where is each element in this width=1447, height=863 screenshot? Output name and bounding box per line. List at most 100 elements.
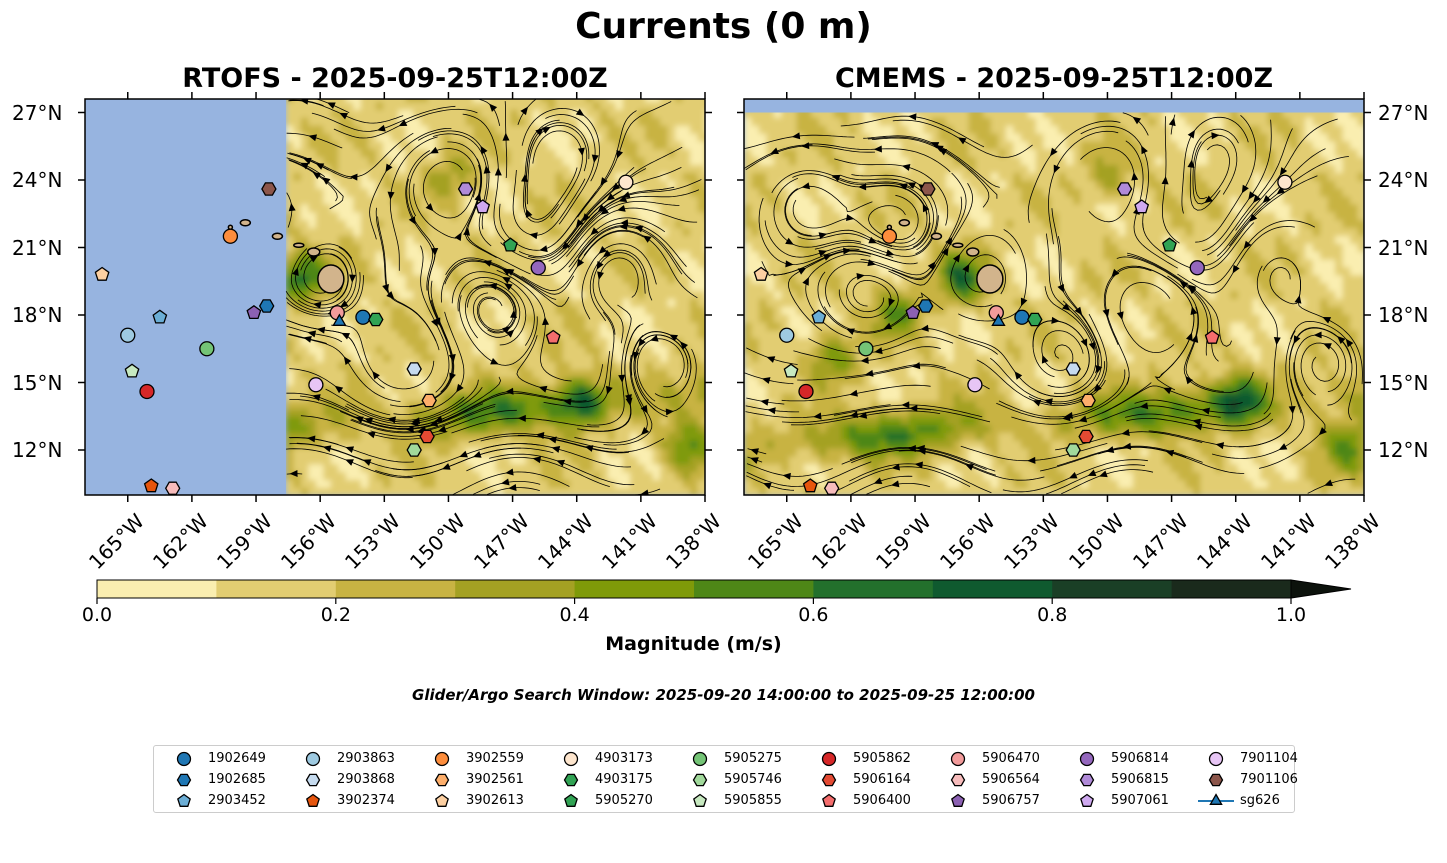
platform-marker-5905270 — [1162, 237, 1177, 252]
platform-marker-7901104 — [967, 377, 983, 393]
legend-label: 5905862 — [853, 751, 911, 766]
legend-item-5905270: 5905270 — [551, 791, 676, 811]
map-panel-cmems[interactable] — [737, 92, 1371, 502]
platform-marker-5906400 — [545, 329, 561, 344]
legend-item-7901106: 7901106 — [1196, 770, 1321, 790]
lat-label-right: 15°N — [1378, 370, 1429, 395]
lat-label-right: 18°N — [1378, 303, 1429, 327]
legend-item-5905855: 5905855 — [680, 791, 805, 811]
platform-marker-4903175 — [1027, 312, 1043, 327]
platform-marker-3902374 — [802, 478, 818, 493]
platform-marker-5906815 — [1116, 182, 1133, 196]
legend-label: sg626 — [1240, 793, 1280, 808]
lat-label-right: 21°N — [1378, 235, 1429, 260]
platform-marker-7901106 — [261, 182, 277, 196]
legend-label: 3902613 — [466, 793, 524, 808]
legend-item-3902561: 3902561 — [422, 770, 547, 790]
legend-item-2903868: 2903868 — [293, 770, 418, 790]
legend-label: 7901104 — [1240, 751, 1298, 766]
colorbar-tick-label: 0.6 — [798, 604, 829, 626]
legend-item-1902685: 1902685 — [164, 770, 289, 790]
platform-marker-1902685 — [917, 299, 934, 313]
legend-item-5906564: 5906564 — [938, 770, 1063, 790]
platform-marker-5905855 — [783, 363, 799, 378]
legend-label: 5906564 — [982, 772, 1040, 787]
legend-label: 5907061 — [1111, 793, 1169, 808]
legend-item-5906815: 5906815 — [1067, 770, 1192, 790]
platform-marker-5906757 — [246, 305, 262, 320]
legend-label: 3902374 — [337, 793, 395, 808]
platform-marker-2903452 — [152, 309, 168, 324]
platform-marker-1902649 — [1014, 309, 1030, 325]
lat-label-right: 24°N — [1378, 168, 1429, 192]
search-window-text: Glider/Argo Search Window: 2025-09-20 14… — [412, 686, 1035, 704]
legend-label: 5905275 — [724, 751, 782, 766]
legend-item-5907061: 5907061 — [1067, 791, 1192, 811]
platform-marker-2903863 — [120, 327, 136, 343]
platform-marker-2903863 — [779, 327, 795, 343]
colorbar — [96, 579, 1352, 604]
map-panel-rtofs[interactable] — [78, 92, 713, 502]
legend-item-2903452: 2903452 — [164, 791, 289, 811]
platform-marker-5906400 — [1204, 329, 1220, 344]
lat-label-right: 12°N — [1378, 438, 1429, 462]
legend-item-7901104: 7901104 — [1196, 749, 1321, 769]
platform-marker-5905270 — [503, 237, 518, 252]
platform-marker-4903173 — [1277, 174, 1293, 190]
platform-marker-sg626 — [332, 313, 347, 326]
legend-label: 2903452 — [208, 793, 266, 808]
platform-marker-5907061 — [1134, 199, 1150, 214]
legend-label: 5906815 — [1111, 772, 1169, 787]
legend-label: 1902649 — [208, 751, 266, 766]
legend-label: 5905855 — [724, 793, 782, 808]
legend-item-4903175: 4903175 — [551, 770, 676, 790]
legend-item-3902374: 3902374 — [293, 791, 418, 811]
panel-title-rtofs: RTOFS - 2025-09-25T12:00Z — [182, 63, 608, 94]
platform-marker-2903868 — [1065, 362, 1081, 376]
legend-label: 2903863 — [337, 751, 395, 766]
platform-marker-5906164 — [419, 429, 435, 444]
legend-label: 5906164 — [853, 772, 911, 787]
lat-label-left: 15°N — [12, 370, 63, 395]
legend-label: 5906400 — [853, 793, 911, 808]
legend-label: 5906470 — [982, 751, 1040, 766]
platform-marker-7901106 — [920, 182, 936, 196]
lat-label-left: 21°N — [12, 235, 63, 260]
platform-marker-5905862 — [798, 383, 814, 400]
colorbar-tick-label: 0.2 — [320, 604, 351, 626]
platform-marker-5905275 — [858, 341, 874, 357]
platform-marker-5906815 — [457, 182, 474, 196]
colorbar-tick-label: 1.0 — [1275, 604, 1307, 626]
platform-marker-4903173 — [618, 174, 634, 190]
legend-label: 7901106 — [1240, 772, 1298, 787]
legend-item-5906164: 5906164 — [809, 770, 934, 790]
legend-item-5905746: 5905746 — [680, 770, 805, 790]
legend-item-5906400: 5906400 — [809, 791, 934, 811]
platform-marker-5906564 — [164, 481, 181, 495]
colorbar-tick-label: 0.0 — [81, 604, 113, 626]
legend-item-3902559: 3902559 — [422, 749, 547, 769]
platform-marker-2903452 — [811, 309, 827, 324]
lat-label-right: 27°N — [1378, 100, 1429, 125]
platform-marker-sg626 — [991, 313, 1006, 326]
lat-label-left: 27°N — [12, 100, 63, 125]
platform-marker-5905862 — [139, 383, 155, 400]
legend-item-sg626: sg626 — [1196, 791, 1321, 811]
legend-label: 5906814 — [1111, 751, 1169, 766]
legend-item-5906814: 5906814 — [1067, 749, 1192, 769]
colorbar-label: Magnitude (m/s) — [605, 633, 782, 655]
platform-marker-3902374 — [143, 478, 159, 493]
platform-marker-4903175 — [368, 312, 384, 327]
platform-marker-3902559 — [222, 228, 239, 244]
platform-marker-3902561 — [1080, 393, 1096, 408]
lat-label-left: 24°N — [12, 168, 63, 192]
platform-marker-2903868 — [406, 362, 422, 376]
platform-marker-5905275 — [199, 341, 215, 357]
platform-marker-5905855 — [124, 363, 140, 378]
platform-marker-5906814 — [530, 260, 546, 276]
platform-marker-3902613 — [94, 266, 110, 281]
legend-item-5906757: 5906757 — [938, 791, 1063, 811]
platform-marker-1902649 — [355, 309, 371, 325]
platform-marker-5905746 — [1065, 443, 1081, 457]
